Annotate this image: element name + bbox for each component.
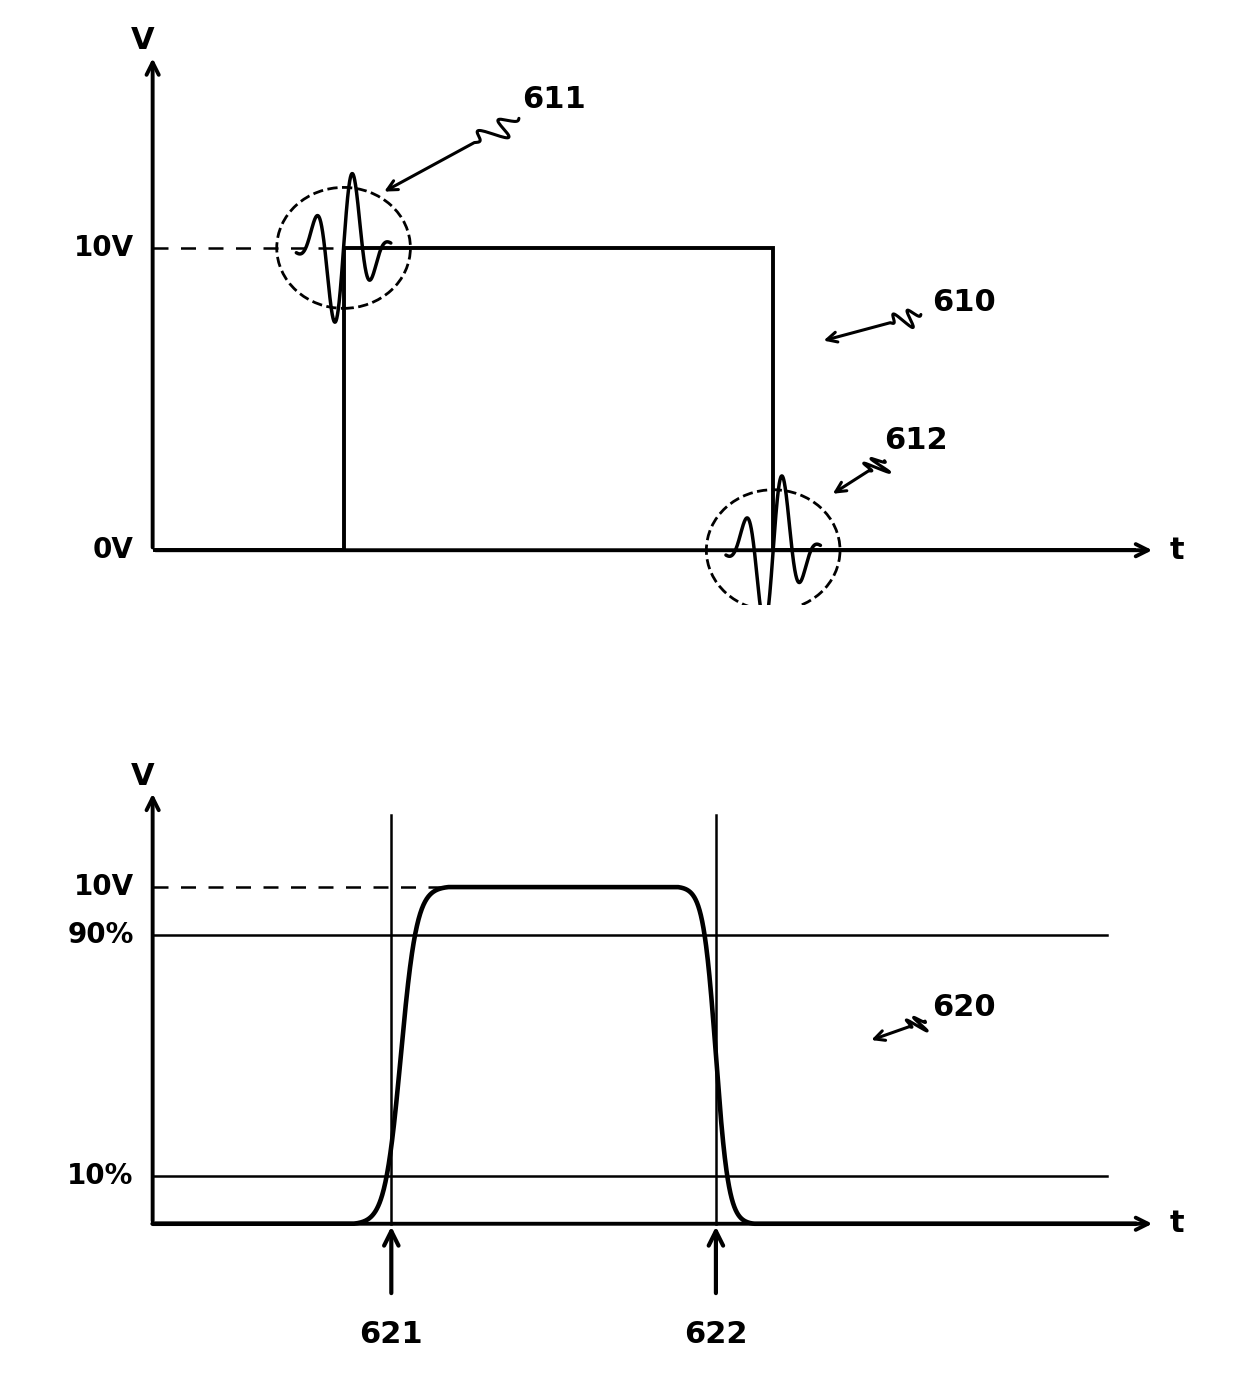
Text: 10V: 10V xyxy=(73,234,134,262)
Text: V: V xyxy=(131,27,155,56)
Text: 620: 620 xyxy=(932,993,996,1022)
Text: 621: 621 xyxy=(360,1320,423,1350)
Text: 610: 610 xyxy=(932,288,996,318)
Text: 611: 611 xyxy=(522,85,585,113)
Text: 612: 612 xyxy=(884,426,949,455)
Text: V: V xyxy=(131,762,155,791)
Text: 622: 622 xyxy=(684,1320,748,1350)
Text: t: t xyxy=(1169,1210,1184,1238)
Text: 0V: 0V xyxy=(93,536,134,564)
Text: 90%: 90% xyxy=(67,921,134,949)
Text: t: t xyxy=(1169,536,1184,564)
Text: 10%: 10% xyxy=(67,1162,134,1190)
Text: 10V: 10V xyxy=(73,874,134,902)
